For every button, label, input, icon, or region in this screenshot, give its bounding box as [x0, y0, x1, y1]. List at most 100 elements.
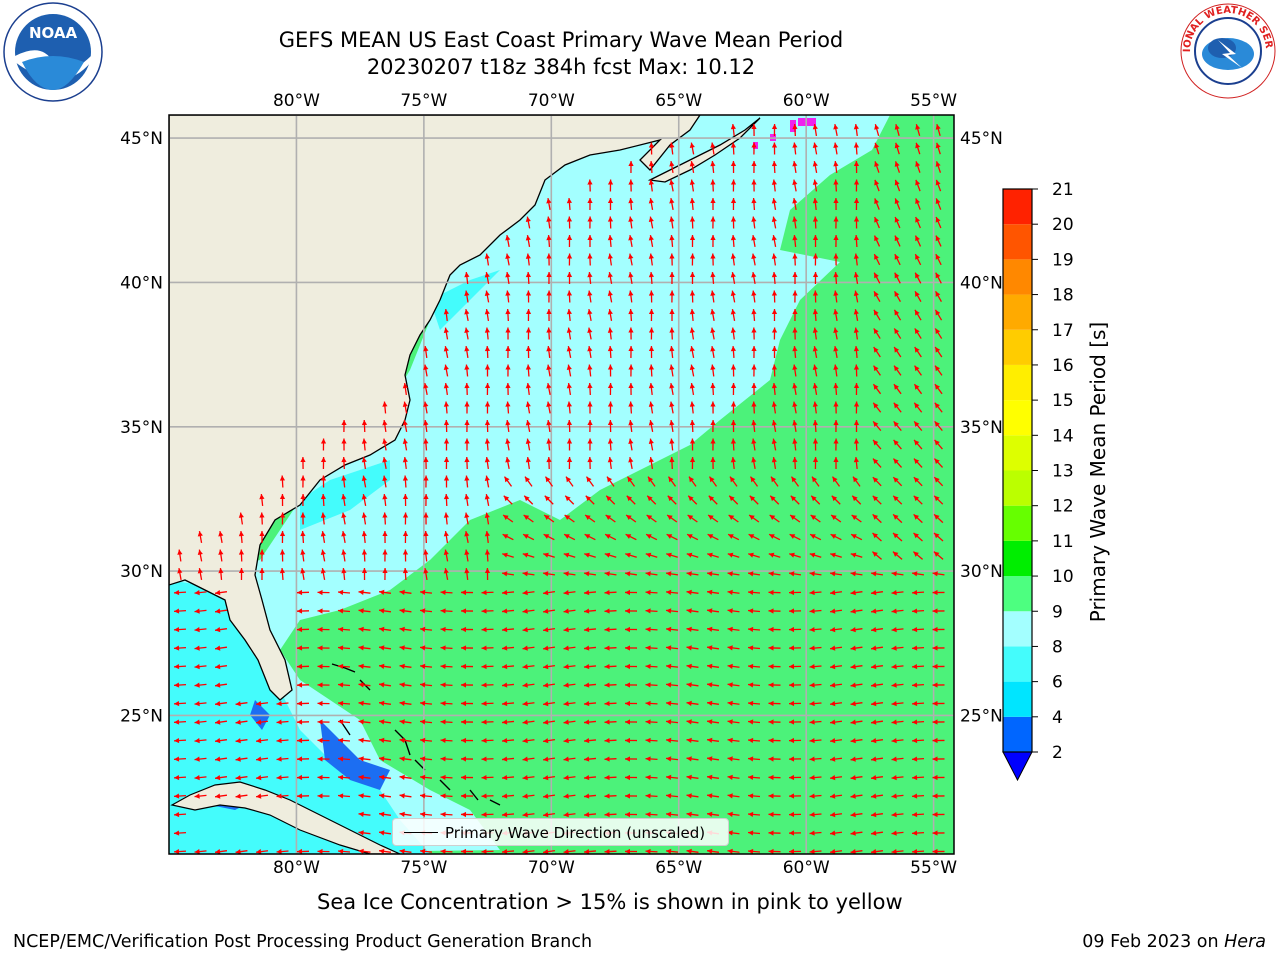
- wave-arrow: [689, 179, 695, 192]
- wave-arrow: [665, 848, 679, 854]
- wave-arrow: [587, 327, 593, 340]
- wave-arrow: [276, 737, 289, 744]
- wave-arrow: [358, 811, 371, 817]
- wave-arrow: [542, 793, 556, 799]
- wave-arrow: [891, 849, 904, 854]
- wave-arrow: [689, 438, 696, 451]
- wave-arrow: [382, 456, 388, 470]
- wave-arrow: [853, 216, 860, 229]
- wave-arrow: [546, 382, 552, 396]
- wave-arrow: [566, 438, 573, 451]
- wave-arrow: [873, 235, 881, 247]
- wave-arrow: [788, 589, 802, 596]
- wave-arrow: [566, 271, 573, 285]
- wave-arrow: [566, 345, 572, 359]
- wave-arrow: [852, 476, 861, 487]
- wave-arrow: [218, 530, 224, 544]
- wave-arrow: [624, 774, 638, 781]
- wave-arrow: [913, 495, 923, 505]
- wave-arrow: [300, 512, 306, 525]
- land-nova-scotia: [647, 117, 761, 183]
- wave-arrow: [853, 142, 860, 155]
- wave-arrow: [464, 475, 470, 488]
- wave-arrow: [481, 663, 494, 670]
- lon-tick-label: 70°W: [528, 91, 575, 111]
- wave-arrow: [503, 495, 513, 505]
- wave-arrow: [687, 514, 698, 523]
- wave-arrow: [564, 514, 575, 523]
- colorbar-tick-label: 12: [1052, 497, 1074, 517]
- wave-arrow: [833, 290, 839, 303]
- wave-arrow: [624, 756, 638, 762]
- wave-arrow: [563, 645, 576, 651]
- wave-arrow: [607, 308, 613, 322]
- wave-arrow: [399, 756, 412, 762]
- wave-arrow: [583, 645, 597, 651]
- wave-arrow: [812, 345, 818, 359]
- wave-arrow: [935, 235, 942, 247]
- wave-arrow: [833, 382, 839, 396]
- wave-arrow: [706, 719, 720, 725]
- wave-arrow: [585, 476, 595, 487]
- wave-arrow: [460, 626, 474, 633]
- wave-arrow: [484, 364, 491, 377]
- wave-arrow: [259, 567, 265, 581]
- wave-arrow: [935, 290, 942, 303]
- wave-arrow: [686, 700, 699, 706]
- wave-arrow: [647, 476, 656, 487]
- wave-arrow: [850, 738, 863, 744]
- wave-arrow: [751, 382, 757, 396]
- wave-arrow: [358, 793, 371, 799]
- colorbar-tick-label: 19: [1052, 250, 1074, 270]
- wave-arrow: [873, 253, 881, 266]
- wave-arrow: [771, 160, 778, 174]
- wave-arrow: [872, 420, 882, 432]
- wave-arrow: [648, 438, 654, 451]
- wave-arrow: [689, 308, 695, 322]
- wave-arrow: [913, 532, 923, 542]
- wave-arrow: [645, 756, 658, 762]
- wave-arrow: [911, 774, 925, 781]
- wave-arrow: [870, 775, 884, 781]
- wave-arrow: [686, 682, 699, 688]
- wave-arrow: [851, 495, 862, 505]
- wave-arrow: [628, 234, 634, 248]
- wave-arrow: [402, 530, 409, 544]
- wave-arrow: [768, 645, 781, 651]
- wave-arrow: [850, 701, 863, 707]
- wave-arrow: [624, 811, 638, 818]
- wave-arrow: [320, 438, 327, 451]
- wave-arrow: [501, 793, 515, 799]
- wave-arrow: [628, 197, 634, 211]
- wave-arrow: [624, 793, 638, 799]
- wave-arrow: [382, 549, 388, 562]
- wave-arrow: [604, 793, 617, 799]
- wave-arrow: [522, 812, 535, 818]
- wave-arrow: [833, 123, 839, 137]
- wave-arrow: [893, 439, 902, 450]
- wave-arrow: [587, 197, 593, 211]
- wave-arrow: [296, 608, 310, 614]
- colorbar-tick-label: 11: [1052, 532, 1074, 552]
- wave-arrow: [751, 401, 757, 414]
- wave-arrow: [194, 682, 207, 688]
- wave-arrow: [730, 160, 737, 174]
- wave-arrow: [932, 645, 945, 651]
- wave-arrow: [501, 608, 515, 614]
- wave-arrow: [361, 512, 367, 525]
- wave-arrow: [788, 848, 802, 854]
- wave-arrow: [665, 645, 679, 651]
- wave-arrow: [870, 701, 884, 707]
- wave-arrow: [850, 571, 863, 577]
- wave-arrow: [751, 253, 757, 266]
- wave-arrow: [505, 364, 511, 377]
- wave-arrow: [850, 664, 863, 670]
- wave-arrow: [870, 664, 884, 670]
- wave-arrow: [790, 495, 800, 505]
- wave-arrow: [502, 533, 514, 541]
- wave-arrow: [792, 456, 798, 470]
- wave-arrow: [320, 475, 327, 488]
- wave-arrow: [419, 737, 433, 743]
- wave-arrow: [341, 475, 347, 488]
- wave-arrow: [564, 495, 575, 505]
